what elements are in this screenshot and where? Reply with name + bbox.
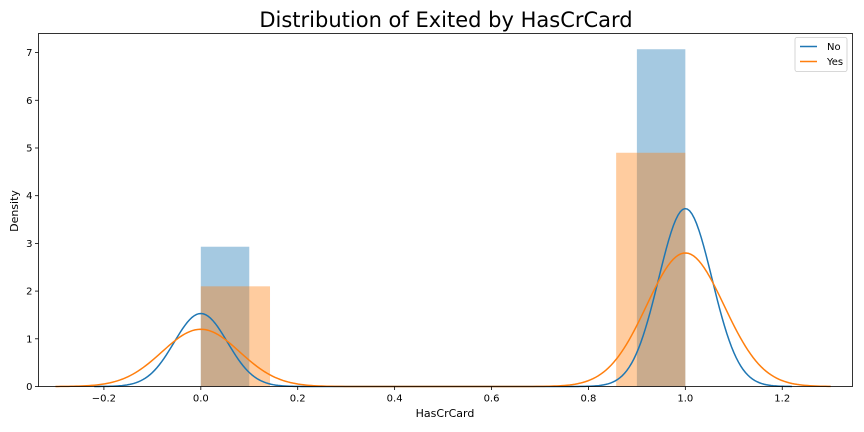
plot-frame — [38, 33, 853, 387]
chart-title: Distribution of Exited by HasCrCard — [259, 8, 632, 32]
x-tick-label: −0.2 — [92, 394, 116, 405]
hist-bar-yes-1 — [616, 152, 686, 387]
x-tick-label: 0.8 — [580, 394, 596, 405]
legend-label-yes: Yes — [826, 57, 843, 68]
x-tick-label: 0.2 — [290, 394, 306, 405]
y-tick-label: 7 — [26, 48, 32, 59]
x-tick-label: 0.6 — [484, 394, 500, 405]
kde-lines-layer — [55, 207, 831, 388]
y-tick-label: 6 — [26, 96, 32, 107]
y-tick-label: 0 — [26, 382, 32, 393]
y-axis-label: Density — [8, 190, 21, 232]
bars-layer — [200, 49, 686, 387]
legend: No Yes — [794, 37, 848, 72]
y-axis-ticks: 0 1 2 3 4 5 6 7 — [26, 48, 39, 393]
x-tick-label: 0.4 — [387, 394, 403, 405]
kde-line-yes — [55, 252, 831, 388]
x-tick-label: 1.0 — [677, 394, 693, 405]
y-tick-label: 1 — [26, 334, 32, 345]
kde-line-no — [94, 207, 792, 388]
y-tick-label: 2 — [26, 287, 32, 298]
y-tick-label: 3 — [26, 239, 32, 250]
x-tick-label: 1.2 — [774, 394, 790, 405]
legend-label-no: No — [827, 42, 841, 53]
x-tick-label: 0.0 — [193, 394, 209, 405]
x-axis-label: HasCrCard — [416, 407, 475, 420]
y-tick-label: 5 — [26, 143, 32, 154]
hist-bar-yes-0 — [200, 286, 271, 387]
y-tick-label: 4 — [26, 191, 32, 202]
x-axis-ticks: −0.2 0.0 0.2 0.4 0.6 0.8 1.0 1.2 — [92, 386, 790, 405]
